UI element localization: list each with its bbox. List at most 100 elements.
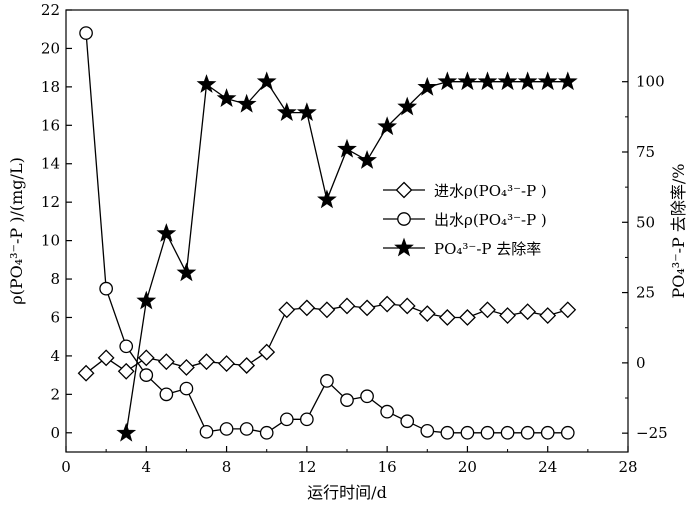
data-point-effluent (259, 425, 274, 440)
legend-label-effluent: 出水ρ(PO₄³⁻-P ) (434, 211, 547, 229)
legend-item-effluent: 出水ρ(PO₄³⁻-P ) (383, 211, 547, 229)
data-point-removal (317, 189, 337, 209)
data-point-effluent (159, 387, 174, 402)
data-point-effluent (320, 374, 334, 388)
data-point-effluent (239, 422, 254, 436)
y-left-tick-label: 20 (41, 39, 60, 57)
data-point-influent (238, 357, 256, 374)
y-left-tick-label: 12 (41, 193, 60, 211)
data-point-effluent (480, 425, 495, 440)
data-point-influent (459, 309, 476, 326)
data-point-effluent (360, 389, 374, 404)
data-point-influent (519, 303, 537, 321)
y-left-tick-label: 14 (41, 155, 60, 173)
data-point-effluent (179, 381, 194, 396)
data-point-removal (437, 71, 458, 91)
data-point-effluent (199, 424, 214, 439)
data-point-removal (357, 150, 377, 169)
data-point-effluent (520, 425, 535, 440)
data-point-influent (398, 297, 416, 315)
data-point-effluent (420, 424, 435, 438)
data-point-effluent (440, 425, 455, 440)
data-point-influent (298, 299, 316, 317)
series-line-effluent (85, 33, 568, 434)
data-point-influent (499, 307, 516, 324)
series-effluent (79, 26, 575, 440)
data-point-effluent (219, 422, 234, 436)
y-right-tick-label: 50 (636, 213, 655, 231)
data-point-effluent (119, 339, 134, 354)
data-point-removal (196, 74, 217, 93)
axes-layer: 0 4 8 12 16 20 24 280246810121416182022−2502550… (7, 1, 688, 502)
data-point-effluent (500, 425, 515, 440)
data-point-effluent (300, 412, 314, 427)
data-point-removal (216, 88, 237, 107)
data-point-influent (318, 301, 336, 319)
series-influent (77, 295, 577, 382)
y-left-tick-label: 6 (50, 308, 60, 326)
data-point-effluent (139, 368, 154, 382)
legend-label-removal: PO₄³⁻-P 去除率 (434, 240, 541, 258)
data-point-removal (296, 102, 317, 122)
legend-marker-influent (395, 181, 413, 199)
data-point-influent (157, 353, 175, 371)
y-right-tick-label: 75 (636, 143, 655, 161)
data-point-removal (156, 223, 177, 242)
data-point-removal (397, 96, 418, 116)
data-point-influent (97, 349, 115, 367)
data-point-effluent (340, 393, 354, 407)
data-point-removal (337, 138, 357, 158)
legend: 进水ρ(PO₄³⁻-P ) 出水ρ(PO₄³⁻-P ) PO₄³⁻-P 去除率 (383, 181, 547, 258)
x-axis-label: 运行时间/d (307, 483, 387, 502)
legend-marker-effluent (397, 212, 411, 226)
data-point-influent (378, 295, 396, 313)
data-point-influent (539, 307, 557, 324)
data-point-influent (77, 364, 95, 382)
data-point-removal (176, 262, 197, 282)
data-point-influent (479, 301, 496, 319)
y-left-tick-label: 10 (41, 232, 60, 250)
x-tick-label: 12 (297, 458, 316, 476)
x-tick-label: 8 (222, 458, 232, 476)
series-removal (116, 71, 578, 442)
y-left-axis-label: ρ(PO₄³⁻-P )/(mg/L) (7, 157, 26, 305)
data-point-removal (276, 102, 297, 122)
y-left-tick-label: 16 (41, 116, 60, 134)
x-tick-label: 24 (538, 458, 557, 476)
legend-label-influent: 进水ρ(PO₄³⁻-P ) (434, 182, 547, 200)
y-right-tick-label: −25 (636, 424, 668, 442)
plot-frame (65, 9, 629, 453)
data-point-influent (338, 297, 356, 315)
data-point-influent (258, 343, 276, 361)
y-left-tick-label: 4 (50, 347, 60, 365)
y-right-tick-label: 25 (636, 284, 655, 302)
data-point-influent (278, 301, 296, 319)
y-left-tick-label: 0 (50, 424, 60, 442)
legend-marker-removal (394, 237, 414, 257)
data-point-removal (377, 116, 398, 136)
y-left-tick-label: 8 (50, 270, 60, 288)
data-point-removal (136, 290, 157, 310)
data-point-effluent (540, 425, 555, 440)
data-point-effluent (279, 412, 294, 427)
data-point-removal (116, 422, 137, 442)
data-point-influent (358, 299, 376, 317)
x-tick-label: 4 (142, 458, 152, 476)
y-right-axis-label: PO₄³⁻-P 去除率/% (669, 163, 688, 298)
data-point-effluent (460, 425, 475, 440)
data-point-removal (537, 71, 558, 91)
data-point-influent (559, 301, 577, 319)
data-point-effluent (99, 281, 113, 296)
x-tick-label: 20 (458, 458, 477, 476)
y-right-tick-label: 100 (636, 73, 665, 91)
data-point-removal (477, 71, 498, 91)
data-point-removal (236, 93, 257, 113)
data-point-influent (438, 309, 456, 326)
data-point-removal (517, 71, 538, 91)
data-point-influent (117, 362, 135, 380)
data-point-removal (557, 71, 578, 91)
y-left-tick-label: 18 (41, 78, 60, 96)
data-point-influent (218, 355, 235, 373)
data-point-removal (256, 71, 277, 91)
